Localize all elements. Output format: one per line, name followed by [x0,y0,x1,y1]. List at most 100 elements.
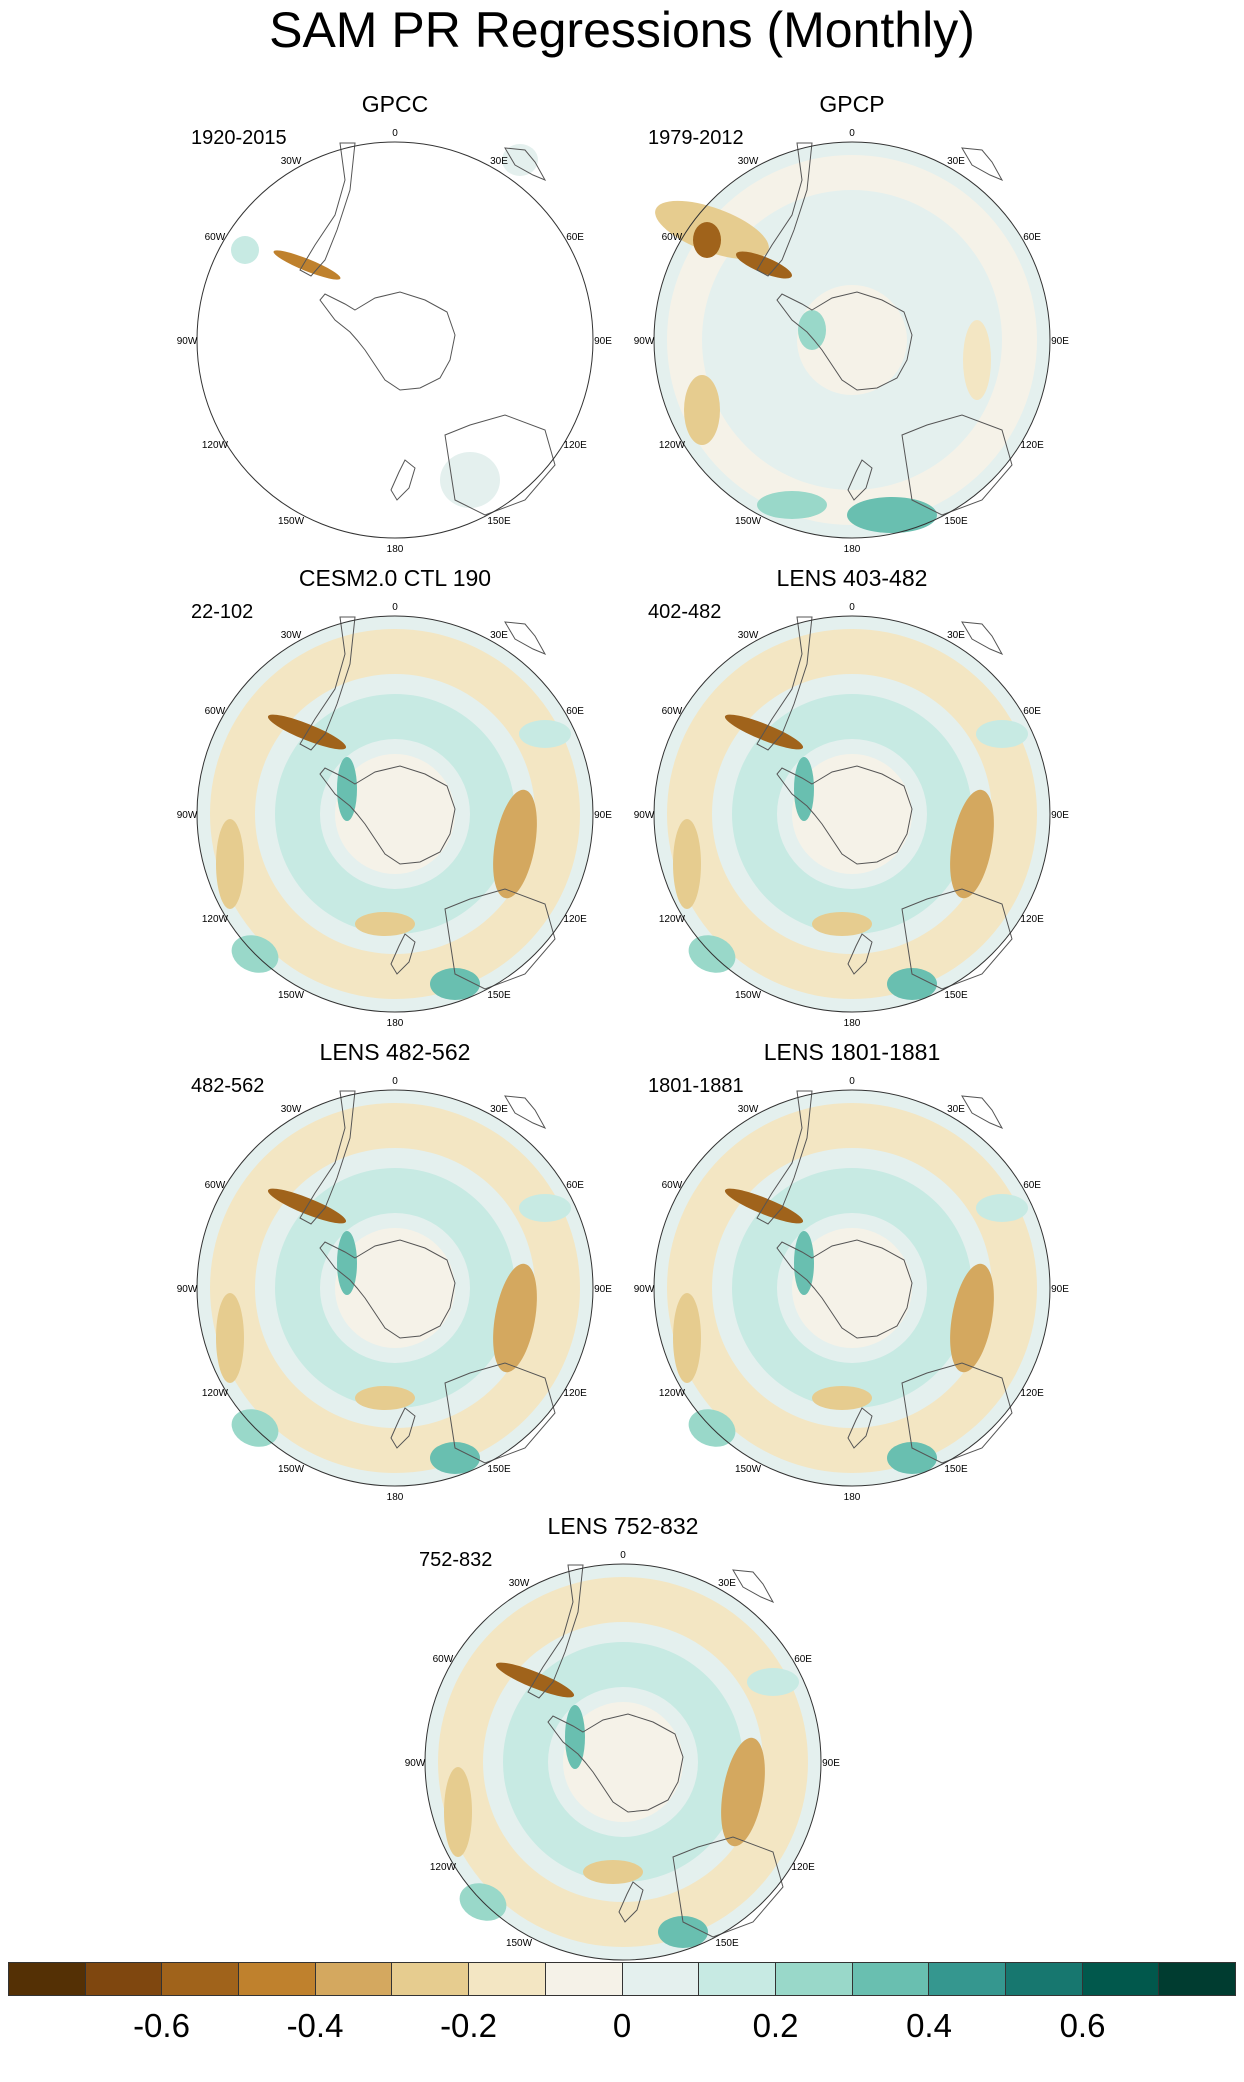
longitude-label: 60W [205,1180,226,1191]
anomaly-region [502,144,538,176]
colorbar-swatch [852,1963,930,1995]
longitude-label: 60W [662,232,683,243]
polar-map: 0 30E 60E 90E 120E 150E 180 150W 120W 90W 60W 30W [634,1076,1070,1503]
longitude-label: 120E [1020,914,1044,925]
colorbar-swatch [162,1963,240,1995]
anomaly-region [273,250,341,280]
map-panel-gpcp: GPCP 1979-2012 0 30E 60E 90E 120E 150E 180 150W… [622,90,1082,570]
colorbar-swatch [929,1963,1006,1995]
longitude-label: 150W [735,516,762,527]
anomaly-region [794,757,814,821]
longitude-label: 120W [659,1388,686,1399]
anomaly-region [798,310,826,350]
anomaly-region [950,789,994,899]
map-boundary [653,1089,1051,1487]
longitude-label: 30W [281,156,302,167]
polar-map: 0 30E 60E 90E 120E 150E 180 150W 120W 90W 60W 30W [634,602,1070,1029]
longitude-label: 120E [1020,1388,1044,1399]
anomaly-region [887,1442,937,1474]
anomaly-region [736,251,792,279]
polar-cap [335,754,455,874]
longitude-label: 120W [202,1388,229,1399]
coastline [732,1569,775,1604]
anomaly-region [337,757,357,821]
anomaly-region [812,1386,872,1410]
longitude-label: 30E [947,156,965,167]
coastline [672,1836,784,1938]
polar-cap [792,754,912,874]
longitude-label: 150E [487,516,511,527]
longitude-label: 0 [392,128,398,139]
longitude-label: 60W [205,232,226,243]
map-panel-lens-752: LENS 752-832 752-832 0 30E 60E 90E 120E 150E 1… [393,1512,853,1992]
period-label: 1979-2012 [648,127,744,149]
anomaly-region [493,1263,537,1373]
longitude-label: 30E [718,1578,736,1589]
coastline [319,291,456,391]
longitude-label: 120W [659,914,686,925]
longitude-label: 150W [506,1938,533,1949]
coastline [901,1362,1013,1464]
longitude-label: 60E [566,1180,584,1191]
longitude-label: 30E [490,1104,508,1115]
anomaly-ring-inner [732,1168,972,1408]
coastline [618,1881,644,1923]
longitude-label: 150W [278,516,305,527]
longitude-label: 120W [202,914,229,925]
coastline [299,616,356,751]
map-boundary [653,141,1051,539]
longitude-label: 150E [944,1464,968,1475]
coastline [390,459,416,501]
colorbar-swatch [1005,1963,1083,1995]
longitude-label: 0 [849,128,855,139]
longitude-label: 120E [1020,440,1044,451]
longitude-label: 30W [738,1104,759,1115]
coastline [776,765,913,865]
longitude-label: 30E [490,630,508,641]
longitude-label: 60E [794,1654,812,1665]
colorbar-swatch [1082,1963,1160,1995]
longitude-label: 0 [849,602,855,613]
anomaly-region [887,968,937,1000]
colorbar-tick-label: 0.6 [1059,2007,1106,2044]
map-background [197,142,593,538]
anomaly-region [430,1442,480,1474]
longitude-label: 120W [202,440,229,451]
coastline [756,1090,813,1225]
period-label: 1801-1881 [648,1075,744,1097]
colorbar-tick-label: 0.2 [752,2007,799,2044]
coastline [756,616,813,751]
colorbar-swatch [85,1963,163,1995]
longitude-label: 180 [387,1018,404,1029]
map-panel-lens-1801: LENS 1801-1881 1801-1881 0 30E 60E 90E 120E 1… [622,1038,1082,1518]
longitude-label: 180 [844,544,861,555]
period-label: 1920-2015 [191,127,287,149]
longitude-label: 60W [433,1654,454,1665]
map-boundary [196,1089,594,1487]
panel-title: CESM2.0 CTL 190 [298,565,492,591]
longitude-label: 120E [791,1862,815,1873]
longitude-label: 0 [849,1076,855,1087]
anomaly-region [794,1231,814,1295]
longitude-label: 150W [735,990,762,1001]
longitude-label: 30E [947,630,965,641]
colorbar: -0.6 -0.4 -0.2 0 0.2 0.4 0.6 [8,1962,1236,2072]
polar-cap [335,1228,455,1348]
map-panel-lens-482: LENS 482-562 482-562 0 30E 60E 90E 120E 150E 1… [165,1038,625,1518]
longitude-label: 30W [281,630,302,641]
coastline [504,147,547,182]
anomaly-ring-inner [503,1642,743,1882]
longitude-label: 30W [738,156,759,167]
map-panel-lens-403: LENS 403-482 402-482 0 30E 60E 90E 120E 150E 1… [622,564,1082,1044]
longitude-label: 60E [566,706,584,717]
polar-cap [563,1702,683,1822]
longitude-label: 120E [563,1388,587,1399]
map-boundary [196,615,594,1013]
coastline [901,414,1013,516]
longitude-label: 90W [634,336,655,347]
anomaly-region [673,1293,701,1383]
anomaly-ring-inner [275,1168,515,1408]
anomaly-region [976,1194,1028,1222]
coastline [756,142,813,277]
longitude-label: 120W [430,1862,457,1873]
